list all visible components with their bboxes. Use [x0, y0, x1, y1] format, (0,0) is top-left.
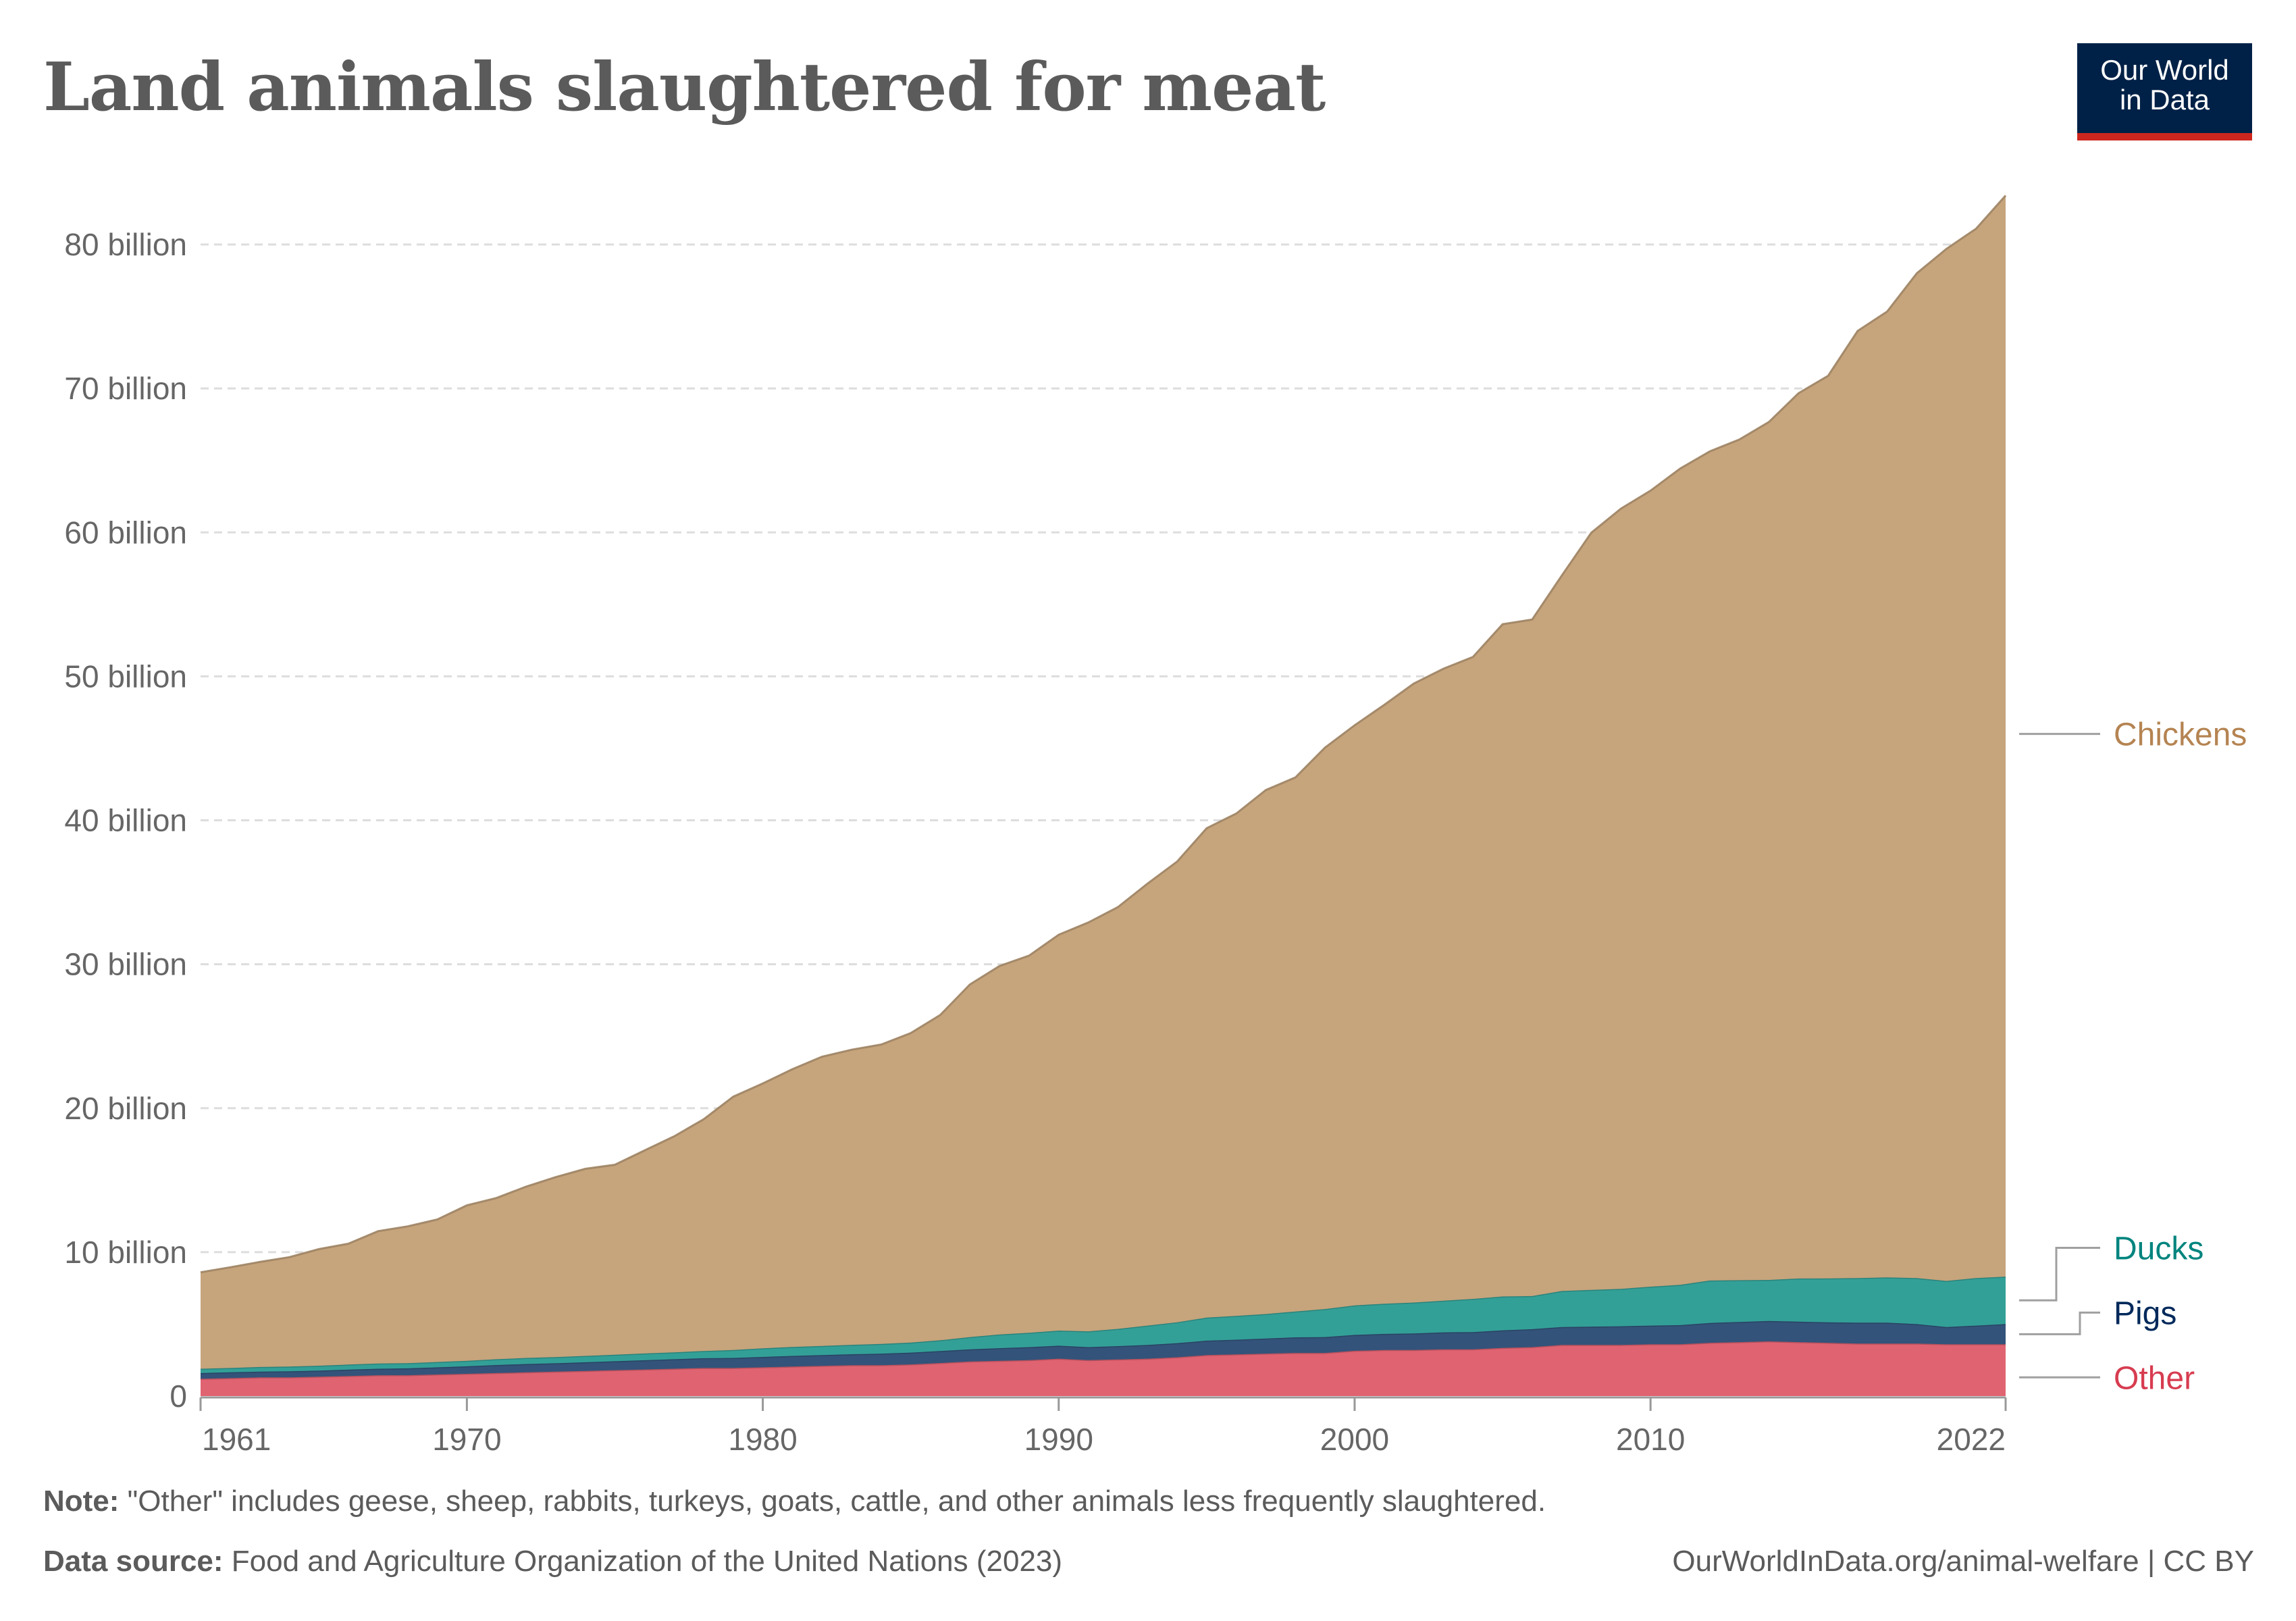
- legend-connector-ducks: [2019, 1246, 2100, 1302]
- area-ducks: [201, 1277, 2006, 1373]
- y-tick-label: 70 billion: [64, 371, 187, 406]
- logo-line-2: in Data: [2119, 84, 2210, 115]
- legend-connector-pigs: [2019, 1311, 2100, 1335]
- y-tick-label: 0: [169, 1379, 187, 1414]
- logo-accent-bar: [2077, 133, 2252, 140]
- area-edge-chickens: [200, 195, 2007, 1274]
- y-tick-label: 60 billion: [64, 515, 187, 550]
- x-tick-label: 2010: [1616, 1422, 1685, 1457]
- y-tick-label: 10 billion: [64, 1235, 187, 1270]
- area-pigs: [201, 1320, 2006, 1379]
- owid-logo-text: Our World in Data: [2077, 55, 2252, 115]
- area-other: [201, 1341, 2006, 1396]
- x-tick-label: 2022: [1937, 1422, 2006, 1457]
- data-source: Data source: Food and Agriculture Organi…: [43, 1545, 1062, 1578]
- source-text: Food and Agriculture Organization of the…: [223, 1545, 1063, 1578]
- footnote: Note: "Other" includes geese, sheep, rab…: [43, 1485, 1546, 1518]
- legend-label-pigs: Pigs: [2114, 1295, 2176, 1331]
- legend-label-ducks: Ducks: [2114, 1231, 2203, 1266]
- source-label: Data source:: [43, 1545, 224, 1578]
- x-tick-label: 1970: [432, 1422, 501, 1457]
- logo-line-1: Our World: [2100, 54, 2229, 86]
- axes: 0 10 billion 20 billion 30 billion 40 billio…: [64, 227, 2007, 1457]
- legend: Other Pigs Ducks Chickens: [2019, 717, 2247, 1396]
- source-url-link[interactable]: OurWorldInData.org/animal-welfare | CC B…: [1672, 1545, 2254, 1578]
- x-tick-label: 1990: [1024, 1422, 1093, 1457]
- x-tick-label: 2000: [1320, 1422, 1389, 1457]
- area-series: [200, 195, 2007, 1396]
- y-tick-label: 30 billion: [64, 947, 187, 982]
- note-text: "Other" includes geese, sheep, rabbits, …: [119, 1485, 1546, 1518]
- x-tick-label: 1980: [728, 1422, 797, 1457]
- area-chickens: [201, 195, 2006, 1369]
- legend-label-other: Other: [2114, 1360, 2195, 1396]
- x-tick-label: 1961: [202, 1422, 271, 1457]
- legend-label-chickens: Chickens: [2114, 717, 2247, 753]
- y-tick-label: 50 billion: [64, 659, 187, 694]
- y-tick-label: 80 billion: [64, 227, 187, 262]
- owid-logo[interactable]: Our World in Data: [2077, 43, 2252, 140]
- y-tick-label: 40 billion: [64, 803, 187, 838]
- y-tick-label: 20 billion: [64, 1091, 187, 1126]
- note-label: Note:: [43, 1485, 120, 1518]
- chart-title: Land animals slaughtered for meat: [43, 49, 1326, 126]
